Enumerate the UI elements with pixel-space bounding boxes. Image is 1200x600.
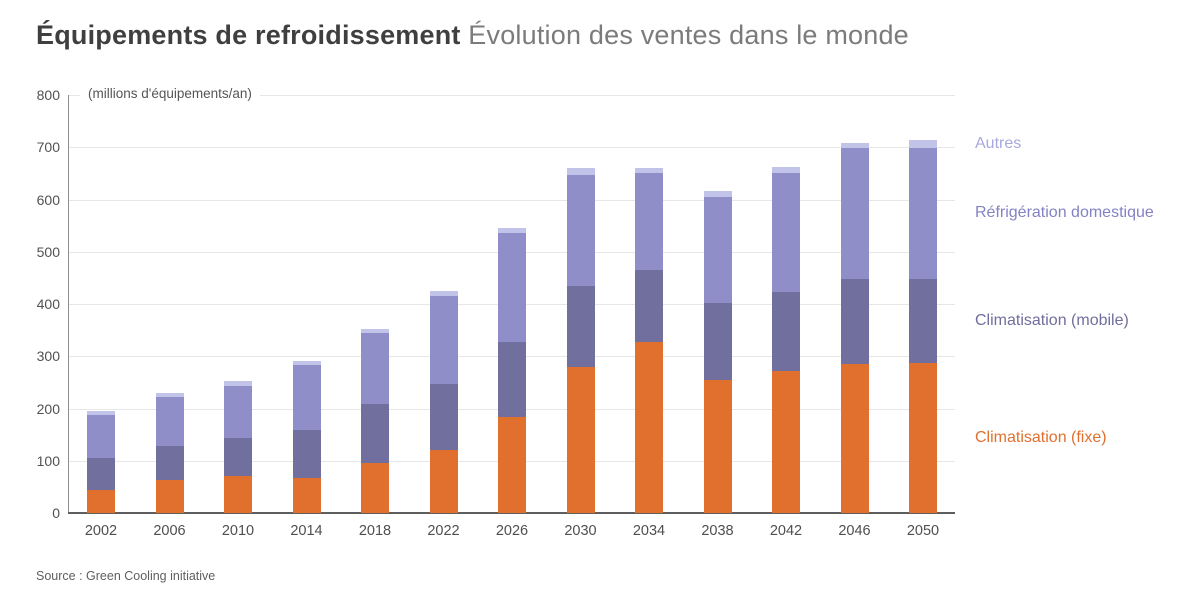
y-axis-tick-label: 0 <box>52 505 60 521</box>
y-axis-tick-label: 800 <box>36 87 60 103</box>
bar-segment-2030-r-frig-ration-domestique[interactable] <box>566 174 595 287</box>
gridline-y700 <box>68 147 955 149</box>
bar-segment-2018-r-frig-ration-domestique[interactable] <box>361 333 389 405</box>
bar-segment-2034-climatisation-fixe[interactable] <box>635 341 663 513</box>
bar-segment-2018-climatisation-mobile[interactable] <box>361 404 389 463</box>
bar-segment-2046-autres[interactable] <box>840 142 869 149</box>
bar-segment-2006-r-frig-ration-domestique[interactable] <box>155 397 184 446</box>
bar-segment-2042-autres[interactable] <box>772 167 800 173</box>
y-axis-tick-label: 500 <box>36 243 60 260</box>
bar-segment-2022-climatisation-fixe[interactable] <box>429 449 458 513</box>
x-axis-label-2026: 2026 <box>495 523 529 539</box>
bar-segment-2014-climatisation-fixe[interactable] <box>292 478 321 513</box>
bar-segment-2050-autres[interactable] <box>909 139 937 148</box>
bar-segment-2026-r-frig-ration-domestique[interactable] <box>498 232 526 343</box>
bar-segment-2006-autres[interactable] <box>155 393 184 398</box>
x-axis-line <box>68 512 955 514</box>
bar-segment-2042-climatisation-fixe[interactable] <box>772 371 800 513</box>
gridline-y800 <box>68 95 955 96</box>
bar-segment-2002-autres[interactable] <box>87 411 115 415</box>
x-axis-label-2014: 2014 <box>290 523 323 539</box>
bar-segment-2050-climatisation-fixe[interactable] <box>909 362 937 513</box>
bar-segment-2034-autres[interactable] <box>635 168 663 173</box>
x-axis-label-2042: 2042 <box>769 523 803 539</box>
bar-segment-2006-climatisation-fixe[interactable] <box>155 479 184 513</box>
x-axis-label-2010: 2010 <box>221 523 255 539</box>
x-axis-label-2034: 2034 <box>632 523 666 539</box>
y-axis-tick-label: 700 <box>36 139 60 156</box>
bar-segment-2018-climatisation-fixe[interactable] <box>361 462 389 513</box>
bar-segment-2002-climatisation-fixe[interactable] <box>87 489 115 513</box>
bar-segment-2034-r-frig-ration-domestique[interactable] <box>635 172 663 271</box>
plot-area: 0 100 200 300 400 500 600 700 800 (millions d'équ… <box>37 86 1154 539</box>
bar-segment-2014-autres[interactable] <box>292 360 321 366</box>
x-axis-label-2050: 2050 <box>906 523 940 539</box>
y-axis-tick-label: 600 <box>36 191 60 208</box>
bar-segment-2042-r-frig-ration-domestique[interactable] <box>772 172 800 292</box>
chart-title-subtitle: Évolution des ventes dans le monde <box>460 20 909 50</box>
bar-segment-2050-r-frig-ration-domestique[interactable] <box>909 147 937 279</box>
bar-segment-2050-climatisation-mobile[interactable] <box>909 278 937 363</box>
bar-segment-2006-climatisation-mobile[interactable] <box>155 445 184 480</box>
source-note: Source : Green Cooling initiative <box>36 569 216 583</box>
bar-segment-2010-autres[interactable] <box>224 381 252 386</box>
bar-segment-2030-climatisation-fixe[interactable] <box>566 367 595 513</box>
bar-segment-2018-autres[interactable] <box>361 328 389 334</box>
x-axis-label-2046: 2046 <box>838 523 871 539</box>
y-axis-tick-label: 300 <box>36 348 60 365</box>
x-axis-label-2006: 2006 <box>153 523 186 539</box>
bar-segment-2026-climatisation-mobile[interactable] <box>498 342 526 418</box>
bar-segment-2046-climatisation-fixe[interactable] <box>840 363 869 513</box>
bar-segment-2046-climatisation-mobile[interactable] <box>840 279 869 364</box>
bar-segment-2026-climatisation-fixe[interactable] <box>498 417 526 513</box>
legend-label-climatisation-fixe: Climatisation (fixe) <box>975 428 1107 446</box>
bar-segment-2002-r-frig-ration-domestique[interactable] <box>87 414 115 459</box>
bar-segment-2038-autres[interactable] <box>703 190 732 197</box>
gridline-y600 <box>68 199 955 201</box>
chart-title-main: Équipements de refroidissement <box>36 20 461 50</box>
bar-segment-2010-r-frig-ration-domestique[interactable] <box>224 385 252 438</box>
bar-segment-2046-r-frig-ration-domestique[interactable] <box>840 148 869 280</box>
legend-label-climatisation-mobile: Climatisation (mobile) <box>975 311 1129 329</box>
y-axis-line <box>68 95 69 513</box>
legend-label-r-frig-ration-domestique: Réfrigération domestique <box>975 204 1154 222</box>
bar-segment-2030-autres[interactable] <box>566 168 595 175</box>
y-axis-unit-label: (millions d'équipements/an) <box>80 86 260 101</box>
x-axis-label-2002: 2002 <box>84 523 118 539</box>
bar-segment-2022-autres[interactable] <box>429 290 458 297</box>
bar-segment-2022-r-frig-ration-domestique[interactable] <box>429 296 458 385</box>
bar-segment-2014-climatisation-mobile[interactable] <box>292 429 321 478</box>
bar-segment-2030-climatisation-mobile[interactable] <box>566 286 595 368</box>
bar-segment-2022-climatisation-mobile[interactable] <box>429 384 458 450</box>
x-axis-label-2022: 2022 <box>427 523 460 539</box>
bar-segment-2010-climatisation-mobile[interactable] <box>224 437 252 477</box>
x-axis-label-2018: 2018 <box>358 523 392 539</box>
bar-segment-2002-climatisation-mobile[interactable] <box>87 458 115 490</box>
bar-segment-2014-r-frig-ration-domestique[interactable] <box>292 365 321 430</box>
bar-segment-2010-climatisation-fixe[interactable] <box>224 476 252 513</box>
y-axis-tick-label: 100 <box>36 452 60 469</box>
legend-label-autres: Autres <box>975 134 1022 152</box>
bar-segment-2026-autres[interactable] <box>498 228 526 233</box>
y-axis-tick-label: 400 <box>36 296 60 312</box>
bar-segment-2038-climatisation-fixe[interactable] <box>703 380 732 513</box>
bar-segment-2034-climatisation-mobile[interactable] <box>635 270 663 342</box>
x-axis-label-2030: 2030 <box>564 523 597 539</box>
chart-title: Équipements de refroidissement Évolution… <box>36 20 909 51</box>
x-axis-label-2038: 2038 <box>701 523 734 539</box>
bar-segment-2038-climatisation-mobile[interactable] <box>703 302 732 381</box>
bar-segment-2038-r-frig-ration-domestique[interactable] <box>703 196 732 303</box>
y-axis-tick-label: 200 <box>36 400 60 417</box>
bar-segment-2042-climatisation-mobile[interactable] <box>772 292 800 372</box>
